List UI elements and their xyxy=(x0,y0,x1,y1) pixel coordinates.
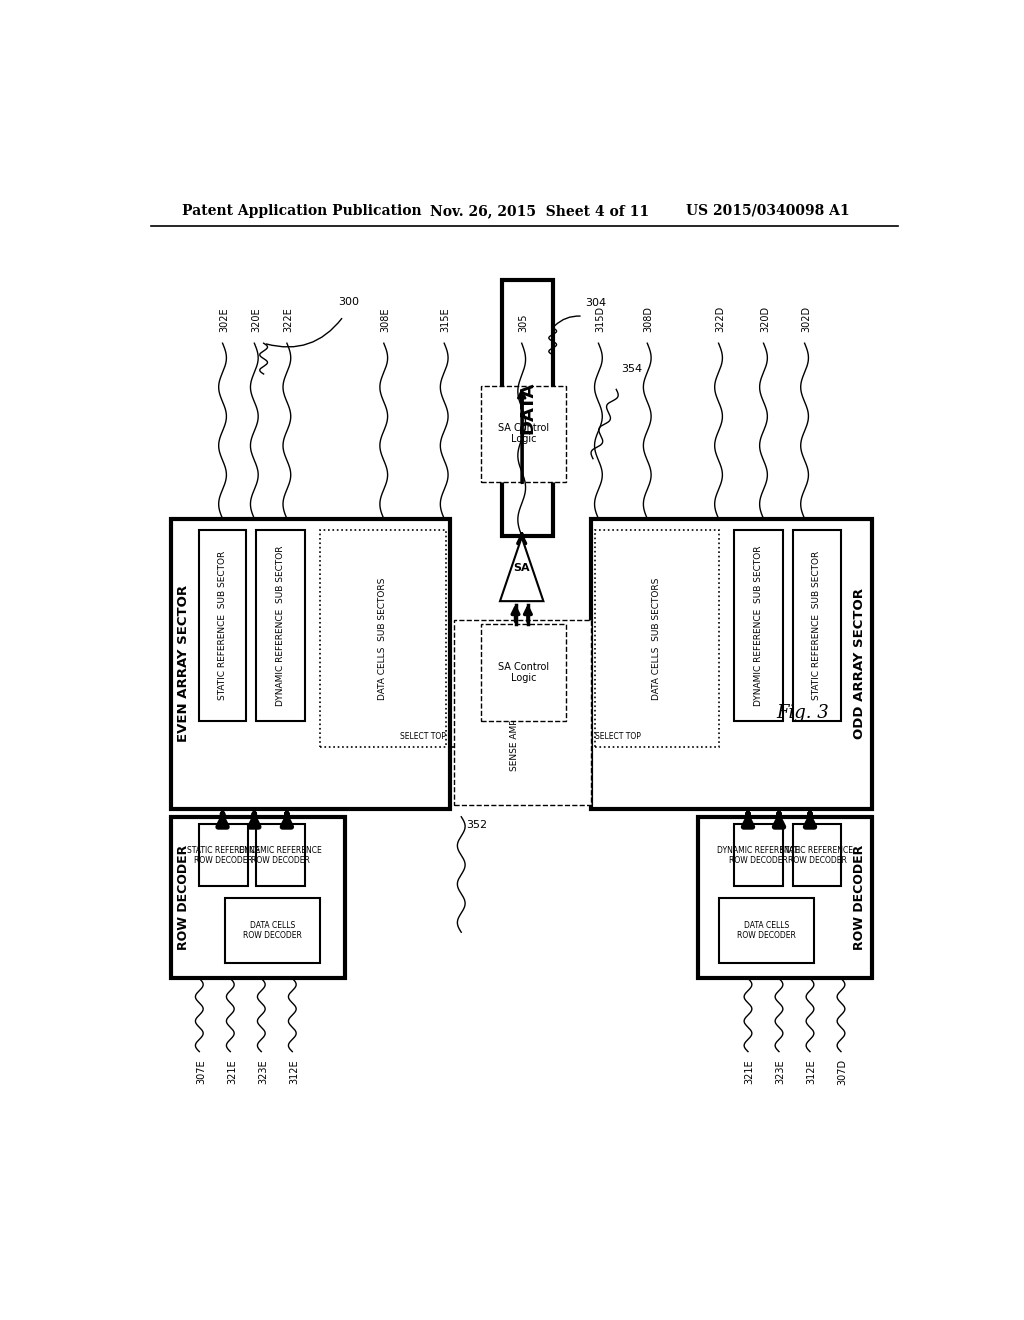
Bar xyxy=(480,385,566,482)
Bar xyxy=(734,531,783,721)
Text: 352: 352 xyxy=(467,820,487,830)
Polygon shape xyxy=(500,537,544,601)
Text: 304: 304 xyxy=(586,298,606,309)
Text: SELECT TOP: SELECT TOP xyxy=(400,733,445,742)
Bar xyxy=(256,531,305,721)
Text: STATIC REFERENCE  SUB SECTOR: STATIC REFERENCE SUB SECTOR xyxy=(218,550,227,700)
Text: 315D: 315D xyxy=(595,305,605,331)
Text: SENSE AMPLIFIERS: SENSE AMPLIFIERS xyxy=(510,686,519,771)
Bar xyxy=(793,531,841,721)
Text: SELECT TOP: SELECT TOP xyxy=(595,733,640,742)
Text: 315E: 315E xyxy=(440,308,451,331)
FancyBboxPatch shape xyxy=(503,280,553,536)
Text: 312E: 312E xyxy=(807,1059,816,1084)
Text: 308E: 308E xyxy=(380,308,390,331)
Bar xyxy=(734,825,783,886)
Text: SA: SA xyxy=(513,562,530,573)
Text: Nov. 26, 2015  Sheet 4 of 11: Nov. 26, 2015 Sheet 4 of 11 xyxy=(430,203,649,218)
FancyArrowPatch shape xyxy=(266,318,342,347)
Text: DYNAMIC REFERENCE  SUB SECTOR: DYNAMIC REFERENCE SUB SECTOR xyxy=(754,545,763,706)
Text: 321E: 321E xyxy=(744,1059,755,1084)
Text: 302E: 302E xyxy=(219,308,229,331)
Text: DATA CELLS  SUB SECTORS: DATA CELLS SUB SECTORS xyxy=(652,578,662,700)
FancyArrowPatch shape xyxy=(555,315,581,326)
Text: Patent Application Publication: Patent Application Publication xyxy=(182,203,422,218)
Text: SA Control
Logic: SA Control Logic xyxy=(498,661,549,684)
Text: 300: 300 xyxy=(338,297,359,306)
Bar xyxy=(256,825,305,886)
Bar xyxy=(793,825,841,886)
Text: STATIC REFERENCE
ROW DECODER: STATIC REFERENCE ROW DECODER xyxy=(187,846,260,865)
Text: 308D: 308D xyxy=(644,306,653,331)
Text: 322D: 322D xyxy=(715,305,725,331)
Text: ODD ARRAY SECTOR: ODD ARRAY SECTOR xyxy=(853,589,866,739)
Text: DATA CELLS
ROW DECODER: DATA CELLS ROW DECODER xyxy=(243,920,302,940)
Bar xyxy=(200,531,246,721)
Text: DYNAMIC REFERENCE  SUB SECTOR: DYNAMIC REFERENCE SUB SECTOR xyxy=(275,545,285,706)
Bar xyxy=(225,898,321,964)
Bar xyxy=(480,624,566,721)
Bar xyxy=(595,531,719,747)
Bar xyxy=(171,519,450,809)
Text: SA Control
Logic: SA Control Logic xyxy=(498,422,549,445)
Bar xyxy=(200,825,248,886)
Text: 320D: 320D xyxy=(760,305,770,331)
Text: DYNAMIC REFERENCE
ROW DECODER: DYNAMIC REFERENCE ROW DECODER xyxy=(239,846,322,865)
Text: 302D: 302D xyxy=(801,305,811,331)
Text: EVEN ARRAY SECTOR: EVEN ARRAY SECTOR xyxy=(176,585,189,742)
Bar xyxy=(171,817,345,978)
Bar xyxy=(719,898,814,964)
Text: 323E: 323E xyxy=(258,1059,268,1084)
Text: 320E: 320E xyxy=(251,308,261,331)
Bar xyxy=(454,620,592,805)
Bar xyxy=(321,531,445,747)
Text: 321E: 321E xyxy=(227,1059,237,1084)
Text: US 2015/0340098 A1: US 2015/0340098 A1 xyxy=(686,203,850,218)
Bar xyxy=(591,519,872,809)
Text: 305: 305 xyxy=(518,313,528,331)
Text: ROW DECODER: ROW DECODER xyxy=(853,845,866,950)
Text: DATA CELLS
ROW DECODER: DATA CELLS ROW DECODER xyxy=(737,920,796,940)
Text: DATA CELLS  SUB SECTORS: DATA CELLS SUB SECTORS xyxy=(379,578,387,700)
Bar xyxy=(697,817,872,978)
Text: 307E: 307E xyxy=(196,1059,206,1084)
Text: STATIC REFERENCE  SUB SECTOR: STATIC REFERENCE SUB SECTOR xyxy=(812,550,821,700)
Text: DYNAMIC REFERENCE
ROW DECODER: DYNAMIC REFERENCE ROW DECODER xyxy=(717,846,800,865)
Text: 312E: 312E xyxy=(289,1059,299,1084)
Text: 307D: 307D xyxy=(838,1059,848,1085)
Text: DATA: DATA xyxy=(518,381,537,434)
Text: 323E: 323E xyxy=(775,1059,785,1084)
Text: ROW DECODER: ROW DECODER xyxy=(176,845,189,950)
Text: 354: 354 xyxy=(621,364,642,375)
Text: STATIC REFERENCE
ROW DECODER: STATIC REFERENCE ROW DECODER xyxy=(780,846,853,865)
Text: 322E: 322E xyxy=(284,308,294,331)
Text: Fig. 3: Fig. 3 xyxy=(776,704,828,722)
